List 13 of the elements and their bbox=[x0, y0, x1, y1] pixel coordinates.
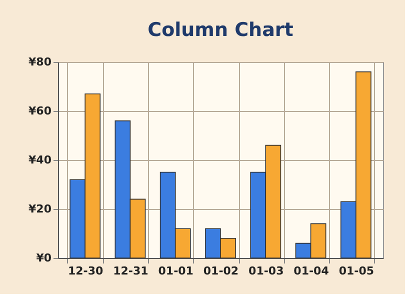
x-tick-label: 01-04 bbox=[294, 264, 330, 278]
x-tick-label: 01-05 bbox=[338, 264, 374, 278]
chart-title: Column Chart bbox=[148, 19, 294, 41]
x-tick-label: 01-01 bbox=[158, 264, 194, 278]
y-tick-label: ¥0 bbox=[36, 252, 52, 264]
y-tick-label: ¥40 bbox=[28, 154, 52, 166]
y-tick-label: ¥80 bbox=[28, 56, 52, 68]
x-tick-label: 12-30 bbox=[68, 264, 104, 278]
y-tick-label: ¥20 bbox=[28, 202, 52, 216]
x-tick-label: 01-03 bbox=[248, 264, 284, 278]
x-tick-label: 12-31 bbox=[113, 264, 148, 278]
x-tick-label: 01-02 bbox=[203, 264, 239, 278]
y-tick-label: ¥60 bbox=[28, 104, 52, 118]
